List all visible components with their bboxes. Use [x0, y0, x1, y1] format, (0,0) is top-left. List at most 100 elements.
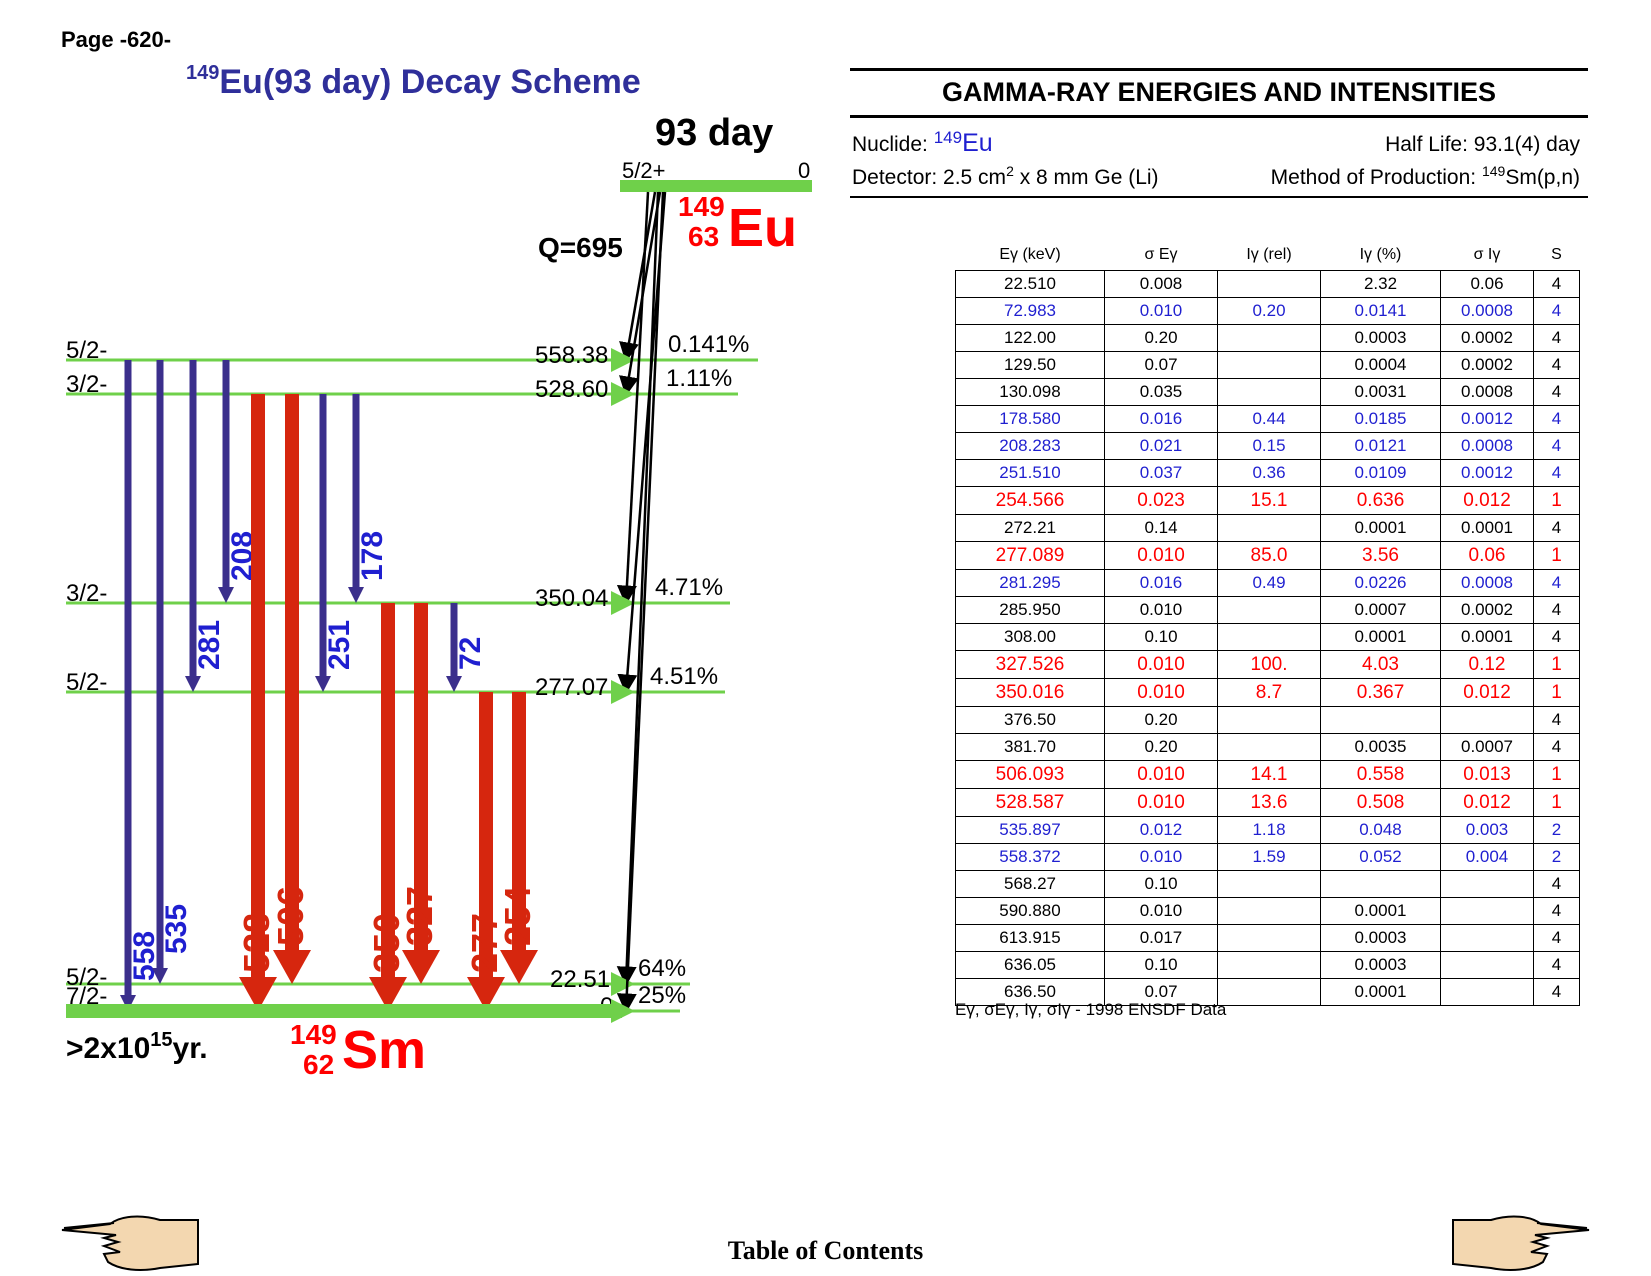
table-cell — [1440, 924, 1534, 952]
gamma-energy-label: 528 — [236, 913, 277, 973]
table-cell: 0.0001 — [1440, 623, 1534, 651]
col-header-energy-unc: σ Eγ — [1144, 246, 1178, 263]
table-cell: 0.003 — [1440, 816, 1534, 844]
table-cell: 285.950 — [955, 596, 1105, 624]
table-cell: 1 — [1533, 760, 1580, 789]
table-cell: 0.037 — [1104, 459, 1218, 487]
decay-scheme-title: 149Eu(93 day) Decay Scheme — [186, 62, 641, 102]
table-cell: 4 — [1533, 514, 1580, 542]
table-cell — [1217, 623, 1321, 651]
level-spin: 5/2- — [66, 669, 107, 696]
level-spin: 3/2- — [66, 371, 107, 398]
table-row: 272.21 0.14 0.0001 0.0001 4 — [955, 514, 1580, 542]
nuclide-mass: 149 — [933, 128, 963, 147]
detector-pre: Detector: 2.5 cm — [852, 166, 1007, 189]
table-cell: 0.0012 — [1440, 459, 1534, 487]
table-cell: 0.010 — [1104, 297, 1218, 325]
table-footnote: Eγ, σEγ, Iγ, σIγ - 1998 ENSDF Data — [955, 1000, 1226, 1020]
gamma-energy-label: 251 — [323, 620, 356, 670]
table-cell: 0.0141 — [1320, 297, 1441, 325]
table-cell: 4 — [1533, 623, 1580, 651]
table-cell: 254.566 — [955, 486, 1105, 515]
gamma-arrow-head — [152, 968, 168, 984]
table-row: 381.70 0.20 0.0035 0.0007 4 — [955, 733, 1580, 761]
table-cell: 129.50 — [955, 351, 1105, 379]
table-cell: 535.897 — [955, 816, 1105, 844]
table-cell: 4.03 — [1320, 650, 1441, 679]
table-cell: 0.0001 — [1320, 897, 1441, 925]
col-header-abs-intensity: Iγ (%) — [1359, 246, 1402, 263]
table-cell: 0.0003 — [1320, 951, 1441, 979]
table-cell — [1320, 870, 1441, 898]
level-energy: 528.60 — [535, 376, 608, 403]
table-cell: 0.14 — [1104, 514, 1218, 542]
table-cell: 14.1 — [1217, 760, 1321, 789]
gamma-arrow-head — [273, 950, 311, 984]
table-cell: 1 — [1533, 788, 1580, 817]
nuclide-info: Nuclide: 149Eu — [852, 128, 993, 158]
parent-spin: 5/2+ — [622, 158, 665, 183]
table-cell: 0.052 — [1320, 843, 1441, 871]
hand-pointing-right-icon[interactable] — [1449, 1210, 1591, 1276]
table-cell: 4 — [1533, 459, 1580, 487]
gamma-energy-label: 281 — [193, 620, 226, 670]
table-cell: 1 — [1533, 650, 1580, 679]
table-cell: 0.0008 — [1440, 297, 1534, 325]
table-cell: 0.0002 — [1440, 324, 1534, 352]
gamma-arrow-shaft — [414, 603, 428, 950]
level-branch: 1.11% — [666, 365, 732, 392]
table-cell: 613.915 — [955, 924, 1105, 952]
table-cell: 178.580 — [955, 405, 1105, 433]
table-row: 254.566 0.023 15.1 0.636 0.012 1 — [955, 486, 1580, 515]
table-cell: 22.510 — [955, 270, 1105, 298]
parent-level-bar — [620, 180, 812, 192]
table-cell: 558.372 — [955, 843, 1105, 871]
table-cell: 0.06 — [1440, 541, 1534, 570]
table-cell: 0.0008 — [1440, 378, 1534, 406]
level-energy: 350.04 — [535, 585, 608, 612]
table-header-row: Eγ (keV) σ Eγ Iγ (rel) Iγ (%) σ Iγ S — [956, 240, 1580, 271]
table-row: 130.098 0.035 0.0031 0.0008 4 — [955, 378, 1580, 406]
footnote-source: 1998 ENSDF Data — [1085, 1000, 1227, 1019]
table-cell: 4 — [1533, 378, 1580, 406]
table-cell: 0.017 — [1104, 924, 1218, 952]
table-cell: 4 — [1533, 432, 1580, 460]
table-cell: 0.0001 — [1320, 514, 1441, 542]
table-cell: 0.10 — [1104, 623, 1218, 651]
daughter-symbol: Sm — [342, 1020, 426, 1080]
table-cell: 0.10 — [1104, 870, 1218, 898]
table-row: 506.093 0.010 14.1 0.558 0.013 1 — [955, 760, 1580, 789]
table-row: 308.00 0.10 0.0001 0.0001 4 — [955, 623, 1580, 651]
table-cell: 4 — [1533, 324, 1580, 352]
nuclide-label: Nuclide: — [852, 133, 934, 156]
title-mass-number: 149 — [186, 62, 220, 84]
daughter-half-life-base: >2x10 — [66, 1032, 150, 1065]
gamma-arrow-head — [218, 587, 234, 603]
table-cell — [1217, 924, 1321, 952]
method-post: Sm(p,n) — [1505, 166, 1580, 189]
table-cell: 0.20 — [1104, 324, 1218, 352]
level-energy: 22.51 — [550, 966, 610, 993]
table-cell: 0.508 — [1320, 788, 1441, 817]
table-cell: 0.010 — [1104, 678, 1218, 707]
table-cell — [1440, 897, 1534, 925]
table-cell: 4 — [1533, 596, 1580, 624]
table-cell: 272.21 — [955, 514, 1105, 542]
table-row: 178.580 0.016 0.44 0.0185 0.0012 4 — [955, 405, 1580, 433]
table-cell: 130.098 — [955, 378, 1105, 406]
table-cell — [1217, 324, 1321, 352]
info-rule — [850, 196, 1588, 198]
gamma-arrow-head — [348, 587, 364, 603]
table-row: 613.915 0.017 0.0003 4 — [955, 924, 1580, 952]
table-of-contents-link[interactable]: Table of Contents — [727, 1236, 924, 1265]
gamma-energy-label: 254 — [497, 886, 538, 946]
table-cell: 0.0012 — [1440, 405, 1534, 433]
table-cell: 8.7 — [1217, 678, 1321, 707]
table-row: 528.587 0.010 13.6 0.508 0.012 1 — [955, 788, 1580, 817]
table-cell: 308.00 — [955, 623, 1105, 651]
table-cell: 0.20 — [1217, 297, 1321, 325]
hand-pointing-left-icon[interactable] — [60, 1210, 202, 1276]
parent-atomic-number: 63 — [688, 221, 719, 252]
table-cell: 0.12 — [1440, 650, 1534, 679]
table-cell: 0.0007 — [1440, 733, 1534, 761]
